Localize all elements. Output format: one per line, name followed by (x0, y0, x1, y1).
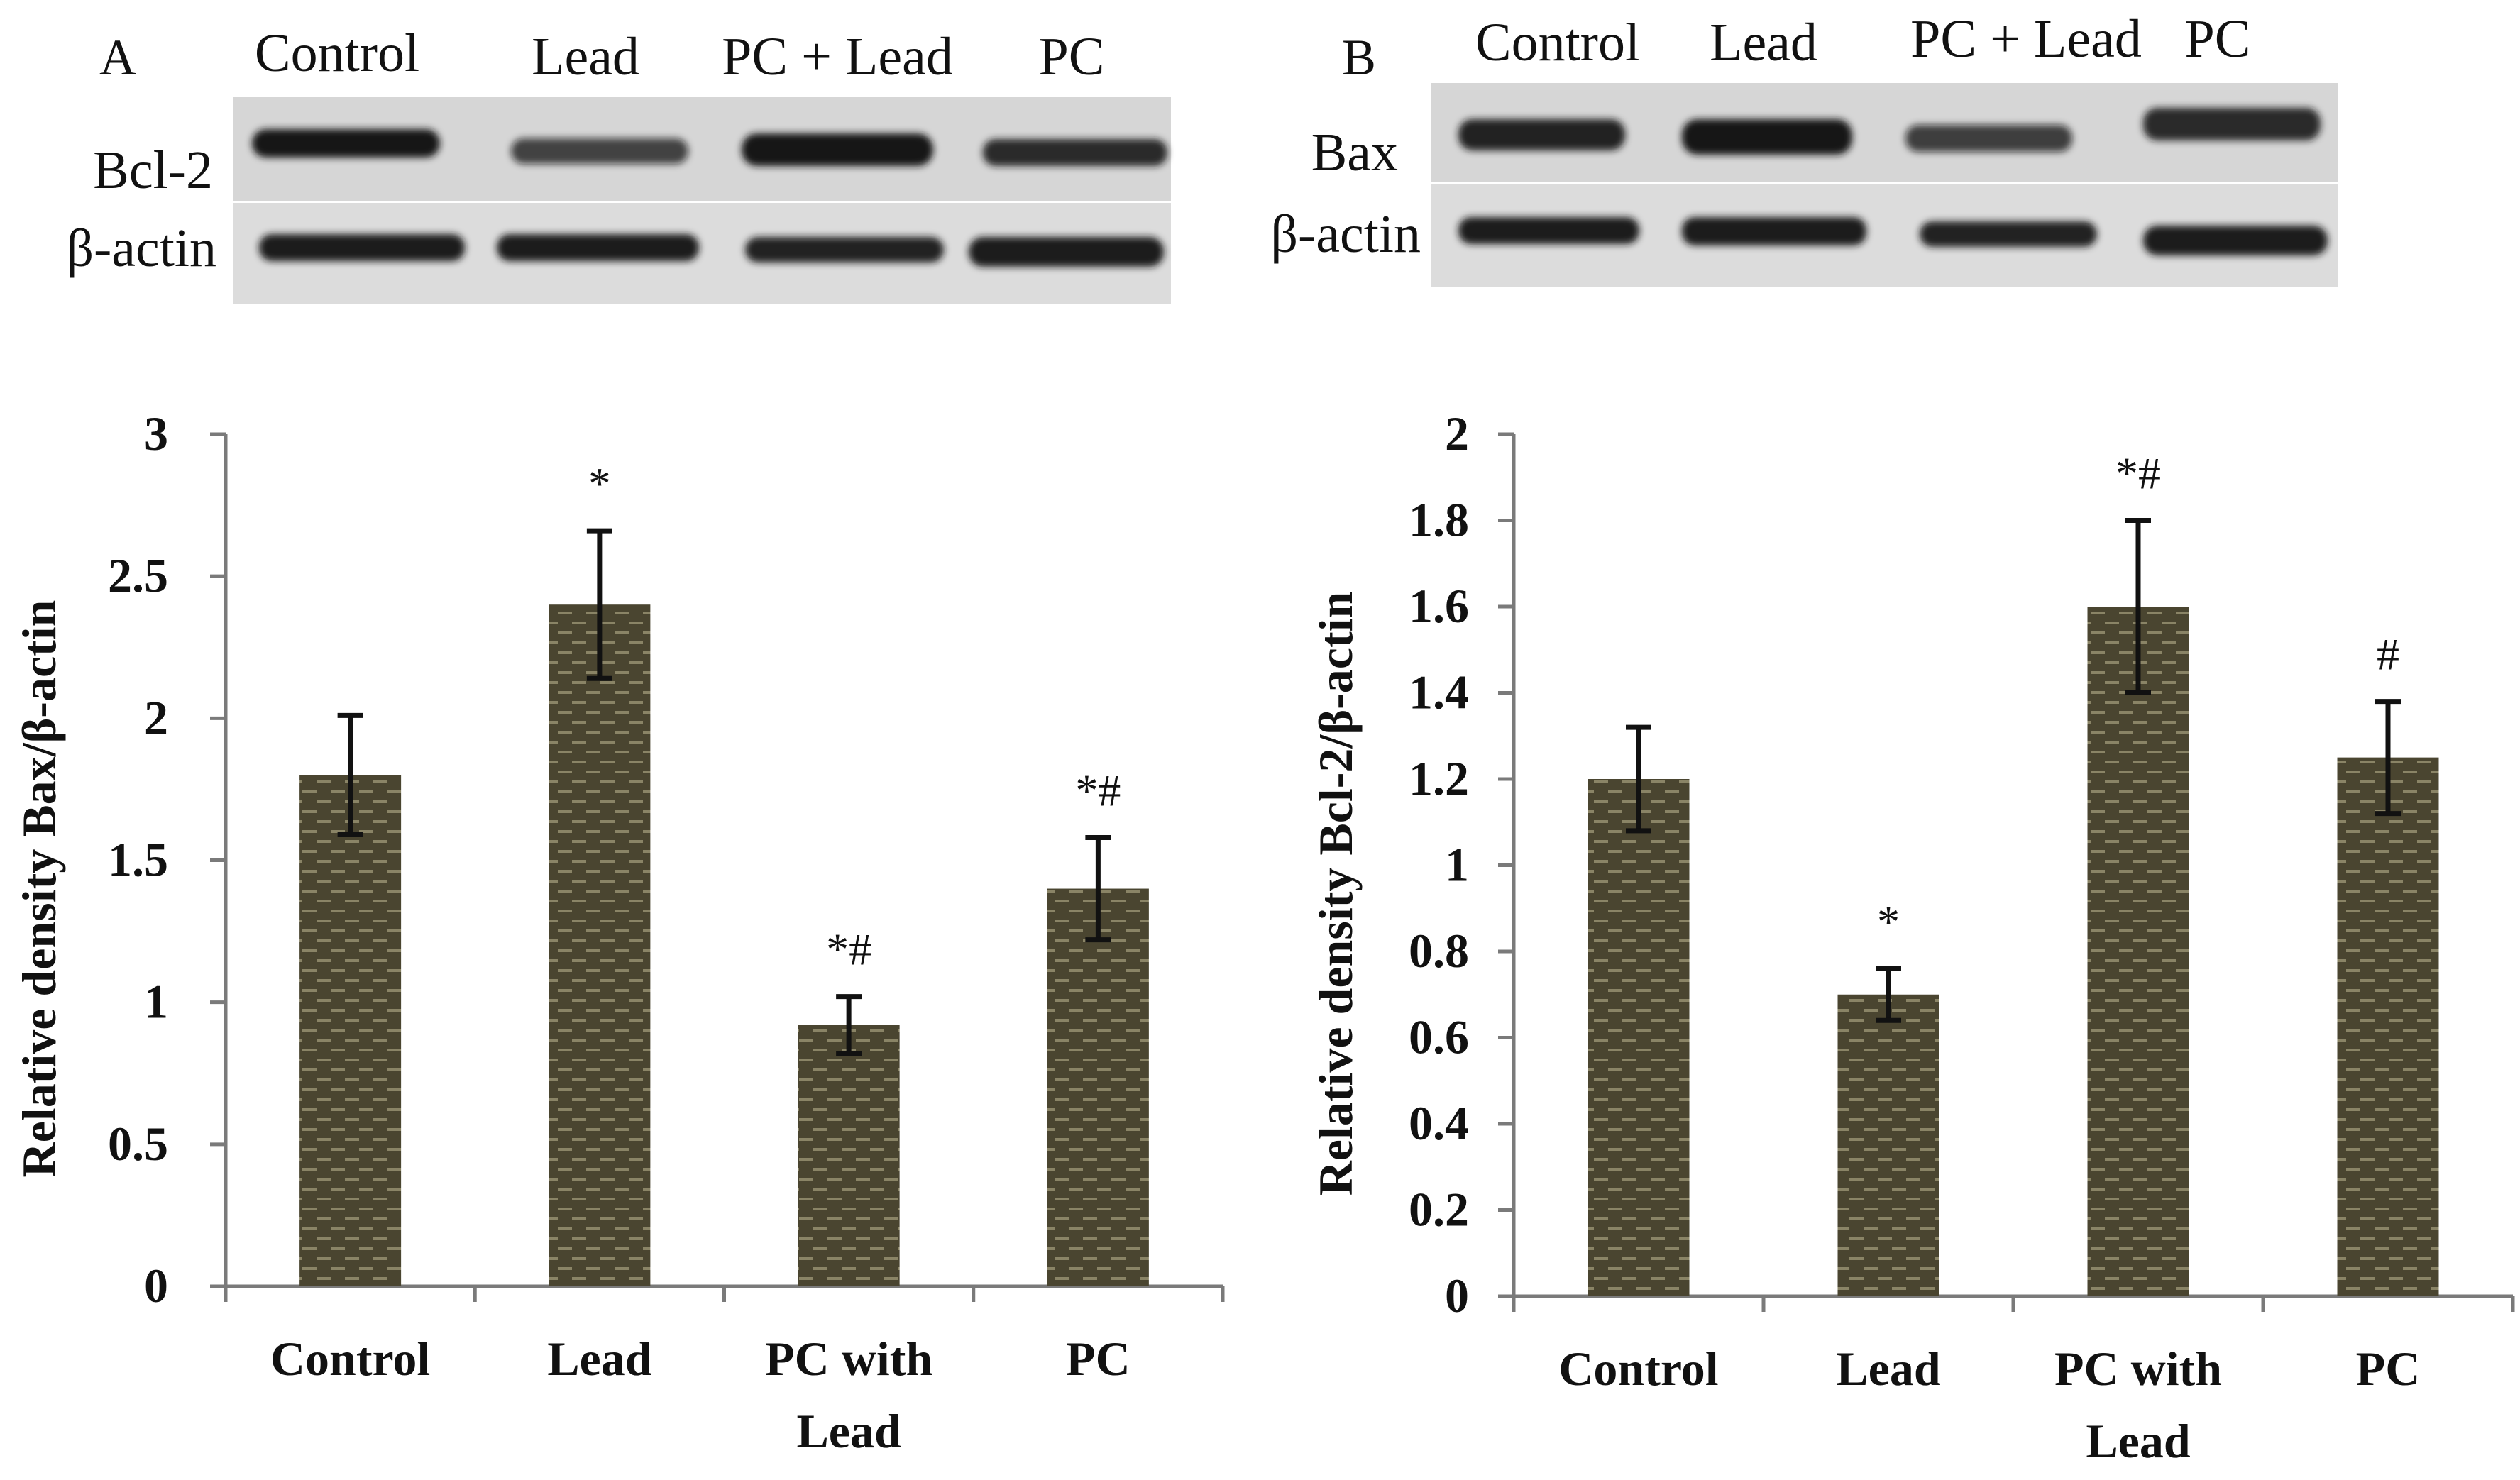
blot-b-bax-band (1682, 119, 1852, 155)
significance-label: * (1877, 896, 1900, 946)
x-category-label: Lead (547, 1332, 652, 1386)
y-tick-label: 1 (144, 975, 168, 1029)
blot-a-row-label: β-actin (66, 219, 216, 278)
y-tick-label: 1.4 (1409, 666, 1469, 719)
blot-a-bcl2-band (252, 129, 440, 158)
blot-a-lane-label: PC (1039, 27, 1105, 87)
blot-b-bax-band (1905, 125, 2072, 152)
bax-bar-chart: 0 0.5 1 1.5 2 2.5 3 Control * Lead *# PC with Lead *#… (12, 407, 1225, 1458)
y-axis-title: Relative density Bax/β-actin (12, 600, 66, 1178)
blot-b-lane-label: Lead (1710, 13, 1817, 72)
x-category-label: PC with Lead (765, 1332, 932, 1458)
x-category-label: PC with Lead (2054, 1342, 2222, 1468)
bar (2337, 757, 2439, 1296)
blot-b-row-label: β-actin (1270, 204, 1421, 264)
blot-b-actin-band (1682, 217, 1866, 245)
blot-b-row-label: Bax (1311, 123, 1398, 182)
blot-a-row-label: Bcl-2 (93, 140, 213, 200)
y-tick-label: 0 (144, 1259, 168, 1313)
significance-label: *# (1075, 765, 1121, 815)
blot-b-bax-band (2143, 108, 2321, 140)
significance-label: *# (826, 924, 871, 975)
y-tick-label: 2.5 (108, 548, 168, 602)
blot-a-actin-band (969, 237, 1164, 267)
y-tick-label: 1.6 (1409, 579, 1469, 633)
blot-b-actin-band (1920, 221, 2097, 247)
blot-a-letter: A (99, 29, 136, 86)
x-category-label: PC (1066, 1332, 1130, 1386)
bar (1047, 888, 1149, 1286)
blot-panel-b: B Control Lead PC + Lead PC Bax β-actin (1270, 9, 2338, 287)
blot-b-lane-label: PC (2185, 9, 2251, 69)
blot-a-lane-label: Control (255, 23, 419, 83)
blot-a-lane-label: Lead (532, 27, 639, 87)
y-tick-label: 0.2 (1409, 1183, 1469, 1237)
y-tick-label: 3 (144, 407, 168, 460)
significance-label: # (2377, 629, 2399, 680)
bar (2087, 607, 2189, 1296)
bar (798, 1025, 900, 1286)
y-tick-label: 2 (144, 690, 168, 744)
blot-panel-a: A Control Lead PC + Lead PC Bcl-2 β-acti… (66, 23, 1171, 304)
blot-b-lane-label: PC + Lead (1910, 9, 2142, 69)
blot-b-actin-band (2143, 226, 2328, 255)
blot-a-bcl2-band (742, 133, 933, 166)
bar (299, 775, 402, 1286)
y-axis-title: Relative density Bcl-2/β-actin (1309, 592, 1363, 1196)
significance-label: * (588, 458, 611, 509)
x-category-label: PC (2356, 1342, 2421, 1396)
bar (549, 604, 651, 1286)
x-category-label: Control (1558, 1342, 1718, 1396)
bar (1837, 994, 1939, 1296)
bar (1588, 779, 1690, 1296)
y-tick-label: 0.4 (1409, 1096, 1469, 1150)
bcl2-bar-chart: 0 0.2 0.4 0.6 0.8 1 1.2 1.4 1.6 1.8 2 Control * Lead *… (1309, 407, 2515, 1468)
x-category-label: Control (270, 1332, 430, 1386)
significance-label: *# (2115, 448, 2161, 499)
y-tick-label: 0 (1445, 1269, 1469, 1322)
y-tick-label: 1.8 (1409, 493, 1469, 547)
y-tick-label: 0.6 (1409, 1010, 1469, 1064)
y-tick-label: 0.5 (108, 1117, 168, 1171)
blot-a-bcl2-band (511, 138, 688, 164)
blot-a-actin-band (497, 234, 699, 261)
blot-a-lane-label: PC + Lead (722, 27, 953, 87)
blot-b-lane-label: Control (1475, 13, 1640, 72)
y-tick-label: 2 (1445, 407, 1469, 460)
blot-b-actin-band (1458, 217, 1639, 244)
blot-a-bcl2-band (983, 139, 1167, 166)
x-category-label: Lead (1836, 1342, 1941, 1396)
blot-b-bax-band (1458, 119, 1625, 150)
blot-b-letter: B (1342, 29, 1376, 86)
y-tick-label: 1 (1445, 838, 1469, 892)
blot-a-actin-band (259, 234, 465, 261)
blot-a-actin-band (745, 237, 944, 263)
y-tick-label: 1.5 (108, 833, 168, 887)
y-tick-label: 1.2 (1409, 751, 1469, 805)
y-tick-label: 0.8 (1409, 924, 1469, 978)
